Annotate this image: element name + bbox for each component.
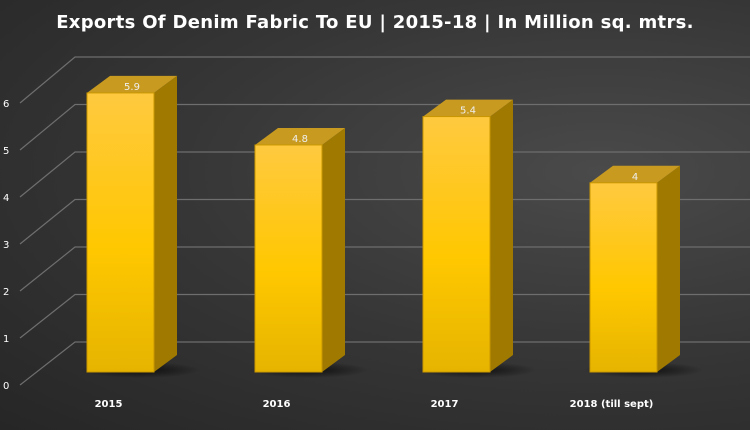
bar-side [322, 127, 345, 373]
y-tick-label: 2 [3, 287, 9, 298]
y-tick-label: 6 [3, 99, 9, 110]
gridline [19, 56, 750, 104]
data-label: 4 [632, 172, 638, 183]
bar [254, 144, 323, 373]
gridline [19, 198, 750, 245]
data-label: 5.4 [460, 106, 476, 117]
x-tick-label: 2016 [263, 399, 291, 410]
data-label: 4.8 [292, 134, 308, 145]
bar-side [657, 165, 680, 372]
bar-top [590, 165, 680, 183]
chart-title: Exports Of Denim Fabric To EU | 2015-18 … [56, 12, 694, 33]
bar [86, 92, 155, 373]
y-tick-label: 1 [3, 334, 9, 345]
gridline [19, 293, 750, 339]
x-tick-label: 2015 [95, 399, 123, 410]
gridline [19, 246, 750, 292]
bar [422, 116, 491, 373]
bar-side [490, 99, 513, 372]
gridline [19, 341, 750, 386]
bar [589, 182, 658, 373]
bar-top [423, 99, 513, 117]
y-tick-label: 5 [3, 146, 9, 157]
x-tick-label: 2017 [431, 399, 459, 410]
y-tick-label: 0 [3, 381, 9, 392]
data-label: 5.9 [124, 82, 140, 93]
y-tick-label: 3 [3, 240, 9, 251]
y-tick-label: 4 [3, 193, 9, 204]
bar-top [87, 75, 177, 93]
gridline [19, 151, 750, 198]
gridline [19, 103, 750, 151]
bar-side [154, 75, 177, 373]
x-tick-label: 2018 (till sept) [570, 399, 654, 410]
bar-top [255, 127, 345, 145]
